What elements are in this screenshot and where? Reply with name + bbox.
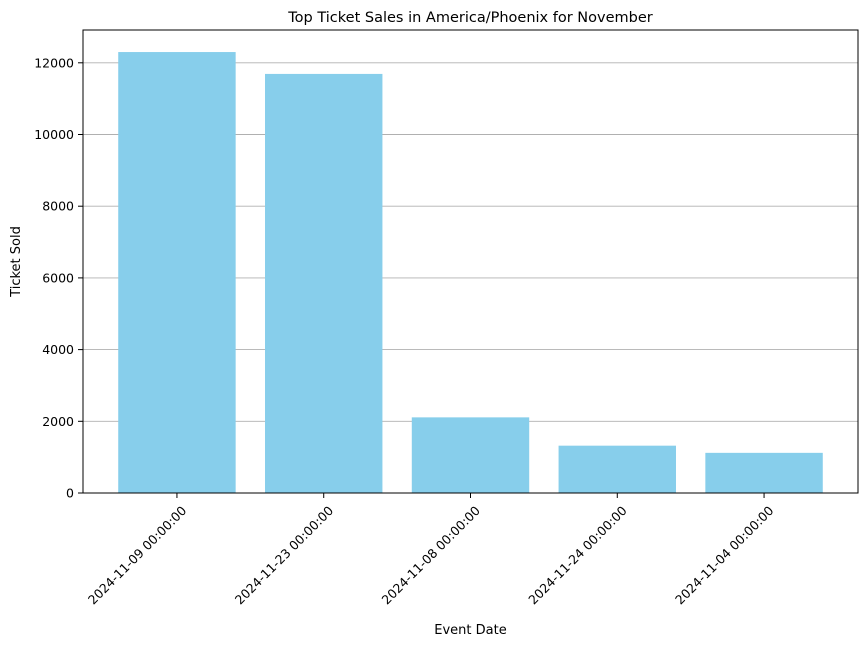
y-tick-label: 0 <box>66 486 74 501</box>
bar <box>705 452 823 493</box>
y-tick-label: 2000 <box>42 414 74 429</box>
bar <box>558 445 676 493</box>
y-tick-label: 10000 <box>34 127 74 142</box>
y-axis-label: Ticket Sold <box>9 226 24 298</box>
y-tick-label: 8000 <box>42 199 74 214</box>
x-tick-label: 2024-11-08 00:00:00 <box>378 503 483 608</box>
bars-layer <box>118 52 823 494</box>
y-tick-label: 12000 <box>34 55 74 70</box>
bar <box>411 417 530 493</box>
y-ticks: 0 2000 4000 6000 8000 10000 12000 <box>34 55 83 501</box>
x-tick-label: 2024-11-23 00:00:00 <box>232 503 337 608</box>
y-tick-label: 6000 <box>42 270 74 285</box>
x-tick-label: 2024-11-24 00:00:00 <box>525 503 630 608</box>
x-axis-label: Event Date <box>434 623 506 638</box>
y-tick-label: 4000 <box>42 342 74 357</box>
bar <box>265 73 383 494</box>
x-ticks: 2024-11-09 00:00:00 2024-11-23 00:00:00 20… <box>85 493 777 607</box>
bar <box>118 52 236 494</box>
chart-title: Top Ticket Sales in America/Phoenix for … <box>287 10 652 26</box>
x-tick-label: 2024-11-04 00:00:00 <box>672 503 777 608</box>
x-tick-label: 2024-11-09 00:00:00 <box>85 503 190 608</box>
